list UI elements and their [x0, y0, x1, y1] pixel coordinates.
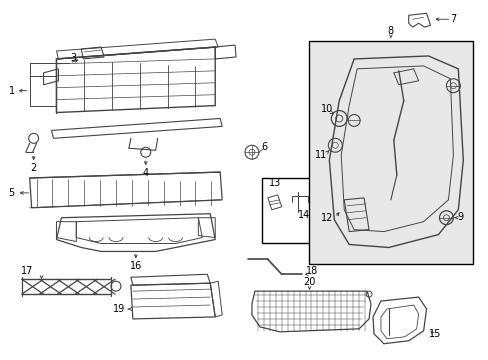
Text: 17: 17	[20, 266, 33, 276]
Text: 18: 18	[305, 266, 318, 276]
Text: 19: 19	[113, 304, 125, 314]
Text: 3: 3	[70, 53, 76, 63]
Text: 16: 16	[129, 261, 142, 271]
Text: 8: 8	[387, 26, 393, 36]
Text: 15: 15	[428, 329, 441, 339]
Bar	[309, 41, 472, 264]
Text: 6: 6	[261, 142, 267, 152]
Text: 2: 2	[30, 163, 37, 173]
Text: 10: 10	[321, 104, 333, 113]
Bar	[262, 178, 336, 243]
Text: 11: 11	[315, 150, 327, 160]
Text: 9: 9	[456, 212, 463, 222]
Text: 1: 1	[9, 86, 15, 96]
Text: 12: 12	[321, 213, 333, 223]
Text: 14: 14	[298, 210, 310, 220]
Text: 20: 20	[303, 277, 315, 287]
Text: 13: 13	[268, 178, 280, 188]
Text: 7: 7	[449, 14, 456, 24]
Text: 4: 4	[142, 168, 148, 178]
Text: 5: 5	[8, 188, 14, 198]
